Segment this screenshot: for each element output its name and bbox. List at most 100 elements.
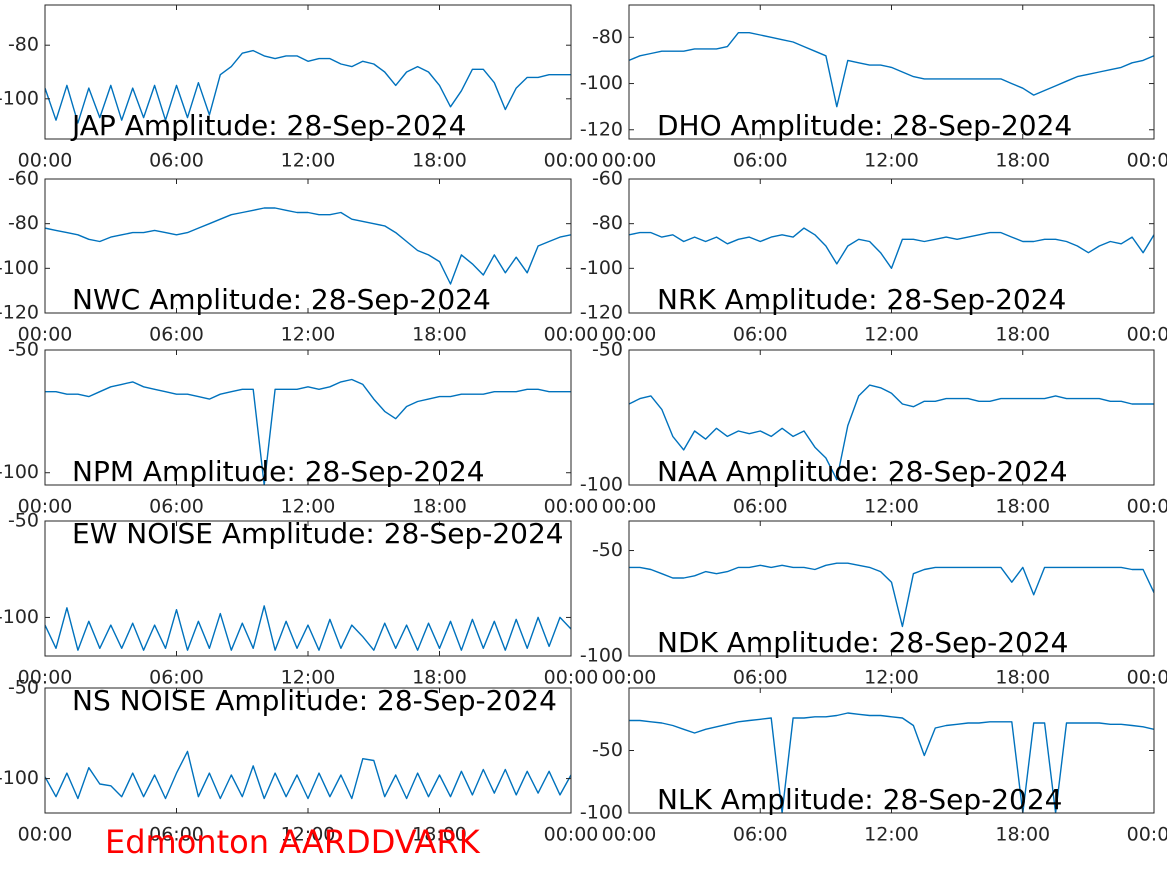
x-tick-label: 18:00 — [412, 667, 467, 689]
y-tick-label: -100 — [580, 72, 623, 94]
x-tick-label: 12:00 — [864, 667, 919, 689]
x-tick-label: 06:00 — [149, 150, 204, 172]
x-tick-label: 00:00 — [602, 824, 657, 846]
plot-area — [629, 179, 1154, 313]
y-tick-label: -100 — [0, 461, 39, 483]
x-tick-label: 06:00 — [149, 824, 204, 846]
panel: -50 -100 00:00 06:00 12:00 18:00 00:00 EW NOISE… — [0, 510, 598, 689]
x-tick-label: 00:00 — [544, 324, 599, 346]
plot-area — [45, 350, 571, 485]
data-line — [45, 49, 571, 124]
x-tick-label: 18:00 — [995, 150, 1050, 172]
panel-title: NRK Amplitude: 28-Sep-2024 — [657, 283, 1066, 316]
panel: -80 -100 00:00 06:00 12:00 18:00 00:00 JAP Ampl… — [0, 4, 598, 172]
x-tick-label: 00:00 — [1127, 667, 1167, 689]
panel: -80-100-12000:0006:0012:0018:0000:00DHO … — [580, 4, 1167, 172]
x-tick-label: 00:00 — [18, 824, 73, 846]
x-tick-label: 12:00 — [281, 324, 336, 346]
panel-title: NDK Amplitude: 28-Sep-2024 — [657, 626, 1068, 659]
x-tick-label: 00:00 — [1127, 496, 1167, 518]
x-tick-label: 18:00 — [995, 496, 1050, 518]
data-line — [629, 227, 1154, 269]
y-tick-label: -100 — [580, 802, 623, 824]
x-tick-label: 06:00 — [733, 824, 788, 846]
y-tick-label: -80 — [8, 34, 39, 56]
y-tick-label: -60 — [592, 168, 623, 190]
x-tick-label: 00:00 — [18, 324, 73, 346]
x-tick-label: 12:00 — [864, 496, 919, 518]
data-line — [629, 712, 1154, 813]
x-tick-label: 06:00 — [149, 324, 204, 346]
x-tick-label: 00:00 — [602, 324, 657, 346]
panel-title: DHO Amplitude: 28-Sep-2024 — [657, 109, 1072, 142]
x-tick-label: 12:00 — [864, 150, 919, 172]
panel: -50 -100 00:00 06:00 12:00 18:00 00:00 NPM Ampl… — [0, 339, 598, 518]
y-tick-label: -60 — [8, 168, 39, 190]
y-tick-label: -100 — [580, 645, 623, 667]
plot-area — [45, 5, 571, 139]
data-line — [45, 605, 571, 651]
panel-title: NS NOISE Amplitude: 28-Sep-2024 — [72, 684, 557, 717]
x-tick-label: 00:00 — [602, 150, 657, 172]
x-tick-label: 00:00 — [1127, 150, 1167, 172]
x-tick-label: 00:00 — [18, 496, 73, 518]
x-tick-label: 18:00 — [995, 667, 1050, 689]
panel: -50 -100 00:00 06:00 12:00 18:00 00:00 NS NOISE… — [0, 677, 598, 846]
x-tick-label: 12:00 — [864, 324, 919, 346]
x-tick-label: 06:00 — [733, 667, 788, 689]
y-tick-label: -50 — [592, 339, 623, 361]
x-tick-label: 00:00 — [18, 150, 73, 172]
x-tick-label: 12:00 — [281, 824, 336, 846]
footer: Edmonton AARDDVARK — [105, 823, 481, 861]
plot-area — [629, 5, 1154, 139]
y-tick-label: -50 — [592, 739, 623, 761]
x-tick-label: 18:00 — [412, 824, 467, 846]
y-tick-label: -100 — [580, 257, 623, 279]
y-tick-label: -50 — [592, 539, 623, 561]
panel-title: EW NOISE Amplitude: 28-Sep-2024 — [72, 517, 564, 550]
y-tick-label: -50 — [8, 510, 39, 532]
panel-title: NPM Amplitude: 28-Sep-2024 — [72, 455, 485, 488]
x-tick-label: 18:00 — [995, 324, 1050, 346]
x-tick-label: 00:00 — [1127, 324, 1167, 346]
data-line — [45, 207, 571, 285]
y-tick-label: -120 — [580, 118, 623, 140]
y-tick-label: -100 — [580, 474, 623, 496]
x-tick-label: 00:00 — [1127, 824, 1167, 846]
x-tick-label: 06:00 — [733, 496, 788, 518]
y-tick-label: -120 — [580, 302, 623, 324]
panel: -60-80-100-12000:0006:0012:0018:0000:00N… — [580, 168, 1167, 346]
data-line — [629, 562, 1154, 628]
data-line — [629, 32, 1154, 108]
data-line — [45, 378, 571, 485]
data-line — [629, 384, 1154, 481]
panel-title: NWC Amplitude: 28-Sep-2024 — [72, 283, 491, 316]
x-tick-label: 06:00 — [733, 324, 788, 346]
panel-title: JAP Amplitude: 28-Sep-2024 — [70, 109, 466, 142]
y-tick-label: -50 — [8, 339, 39, 361]
panel-title: NLK Amplitude: 28-Sep-2024 — [657, 783, 1063, 816]
x-tick-label: 06:00 — [149, 667, 204, 689]
y-tick-label: -80 — [592, 26, 623, 48]
x-tick-label: 00:00 — [544, 496, 599, 518]
plot-area — [45, 688, 571, 813]
data-line — [45, 750, 571, 800]
x-tick-label: 00:00 — [602, 496, 657, 518]
y-tick-label: -100 — [0, 767, 39, 789]
y-tick-label: -100 — [0, 87, 39, 109]
x-tick-label: 12:00 — [281, 150, 336, 172]
x-tick-label: 18:00 — [412, 324, 467, 346]
x-tick-label: 00:00 — [544, 824, 599, 846]
panel-title: NAA Amplitude: 28-Sep-2024 — [657, 455, 1068, 488]
y-tick-label: -50 — [8, 677, 39, 699]
y-tick-label: -100 — [0, 606, 39, 628]
y-tick-label: -120 — [0, 302, 39, 324]
x-tick-label: 00:00 — [602, 667, 657, 689]
x-tick-label: 00:00 — [544, 667, 599, 689]
plot-area — [45, 521, 571, 656]
plot-area — [629, 688, 1154, 813]
x-tick-label: 18:00 — [412, 150, 467, 172]
